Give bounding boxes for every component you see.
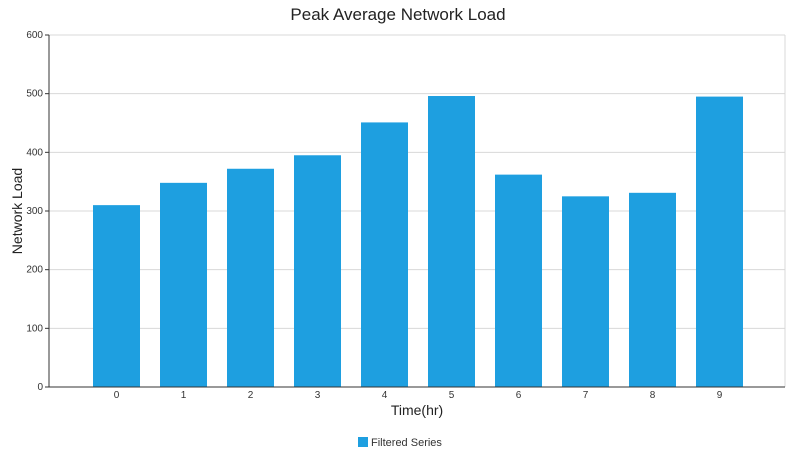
bar [227,168,274,387]
x-tick-label: 3 [315,390,321,401]
x-tick-label: 7 [583,390,589,401]
bar [495,174,542,387]
x-tick-label: 0 [114,390,120,401]
x-tick-label: 8 [650,390,656,401]
bar [160,182,207,387]
bar [361,122,408,387]
x-tick-labels: 0 1 2 3 4 5 6 7 8 9 [114,390,723,401]
legend-label: Filtered Series [371,437,442,449]
bar [696,96,743,387]
y-tick-label: 400 [26,147,43,158]
y-tick-labels: 0 100 200 300 400 500 600 [26,30,43,393]
chart-title: Peak Average Network Load [290,5,505,24]
bar [562,196,609,387]
bar [294,155,341,387]
y-tick-label: 600 [26,30,43,41]
legend: Filtered Series [358,437,442,449]
legend-swatch [358,437,368,447]
y-axis-title: Network Load [9,168,25,254]
y-tick-label: 100 [26,323,43,334]
y-tick-label: 300 [26,206,43,217]
y-tick-label: 200 [26,265,43,276]
y-tick-label: 500 [26,89,43,100]
x-axis-title: Time(hr) [391,402,443,418]
x-tick-label: 2 [248,390,254,401]
bars [93,96,743,387]
x-tick-label: 1 [181,390,187,401]
x-tick-label: 5 [449,390,455,401]
bar [93,205,140,387]
y-tick-label: 0 [37,382,43,393]
bar [629,192,676,387]
x-tick-label: 9 [717,390,723,401]
x-tick-label: 4 [382,390,388,401]
x-tick-label: 6 [516,390,522,401]
axes [45,34,785,388]
bar [428,96,475,387]
